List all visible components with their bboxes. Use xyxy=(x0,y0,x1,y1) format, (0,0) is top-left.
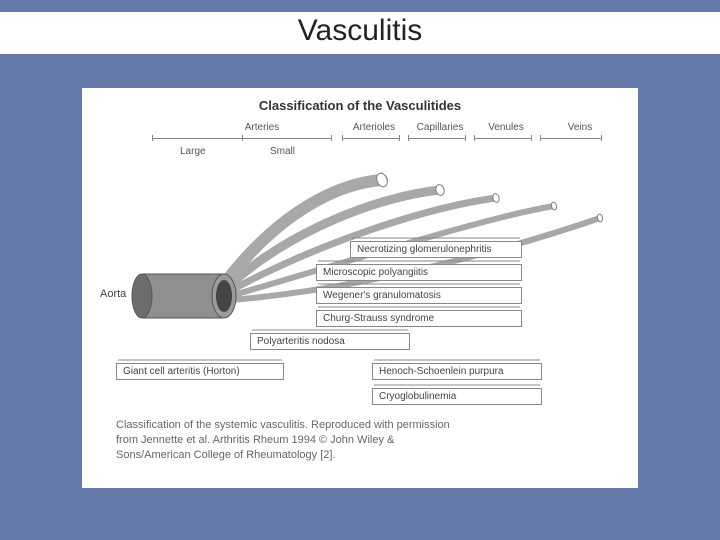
disease-wegeners: Wegener's granulomatosis xyxy=(316,287,522,304)
caption-line: Classification of the systemic vasculiti… xyxy=(116,418,604,433)
slide-title: Vasculitis xyxy=(0,12,720,54)
caption-line: from Jennette et al. Arthritis Rheum 199… xyxy=(116,433,604,448)
disease-henoch-schoenlein: Henoch-Schoenlein purpura xyxy=(372,363,542,380)
figure-caption: Classification of the systemic vasculiti… xyxy=(116,418,604,463)
disease-giant-cell-arteritis: Giant cell arteritis (Horton) xyxy=(116,363,284,380)
disease-polyarteritis-nodosa: Polyarteritis nodosa xyxy=(250,333,410,350)
disease-necrotizing-gn: Necrotizing glomerulonephritis xyxy=(350,241,522,258)
disease-cryoglobulinemia: Cryoglobulinemia xyxy=(372,388,542,405)
classification-figure: Classification of the Vasculitides Arter… xyxy=(82,88,638,488)
disease-microscopic-polyangiitis: Microscopic polyangiitis xyxy=(316,264,522,281)
disease-churg-strauss: Churg-Strauss syndrome xyxy=(316,310,522,327)
caption-line: Sons/American College of Rheumatology [2… xyxy=(116,448,604,463)
